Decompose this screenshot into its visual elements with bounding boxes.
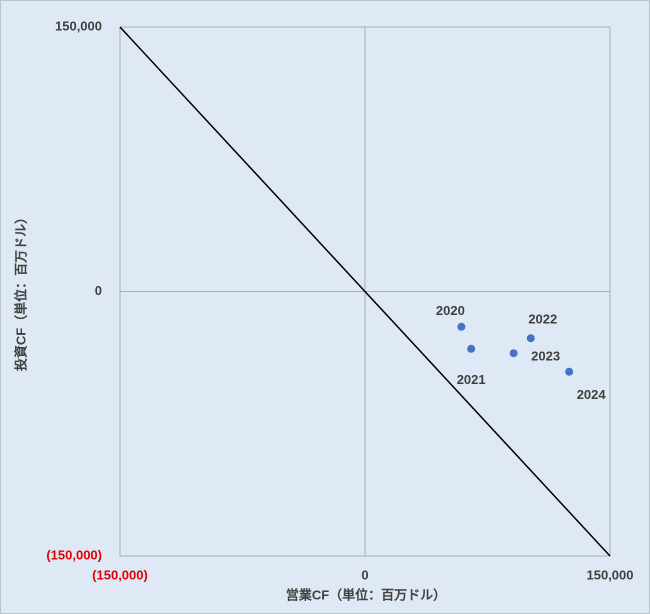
data-point — [565, 367, 574, 376]
x-tick-label: 0 — [361, 567, 368, 582]
y-axis-title: 投資CF（単位：百万ドル） — [13, 211, 28, 371]
x-tick-label: (150,000) — [92, 567, 148, 582]
point-label: 2020 — [436, 303, 465, 318]
point-label: 2023 — [531, 349, 560, 364]
x-axis-title: 営業CF（単位：百万ドル） — [286, 587, 446, 602]
x-tick-label: 150,000 — [587, 567, 634, 582]
data-point — [457, 322, 466, 331]
data-point — [467, 344, 476, 353]
reference-line — [119, 26, 611, 557]
data-point — [509, 349, 518, 358]
data-point — [526, 334, 535, 343]
point-label: 2021 — [457, 372, 486, 387]
point-label: 2022 — [528, 312, 557, 327]
y-tick-label: 0 — [95, 283, 102, 298]
y-tick-label: (150,000) — [46, 547, 102, 562]
point-label: 2024 — [577, 387, 607, 402]
y-tick-label: 150,000 — [55, 18, 102, 33]
